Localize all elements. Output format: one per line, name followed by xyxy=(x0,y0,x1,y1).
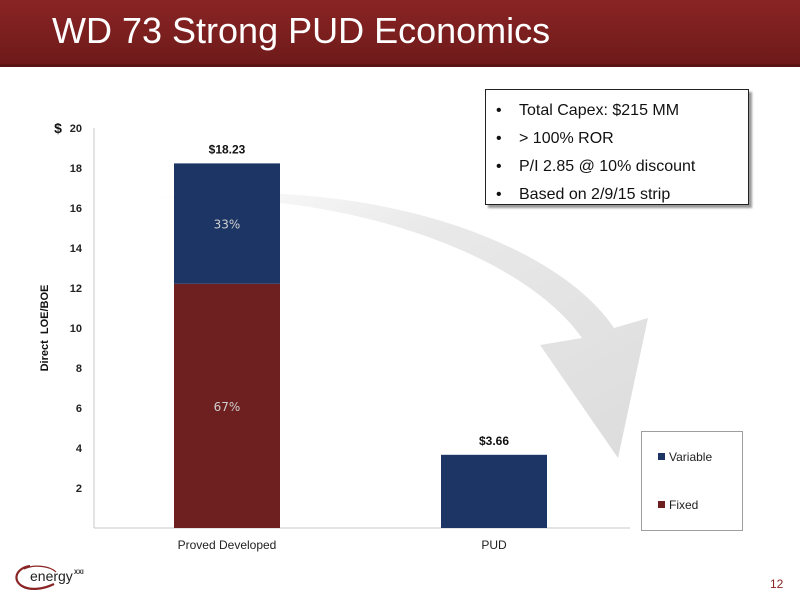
logo-text: energy xyxy=(30,568,73,584)
slide-title: WD 73 Strong PUD Economics xyxy=(52,10,551,51)
bar-segment-fixed xyxy=(174,283,280,528)
energy-xxi-logo: energy XXI xyxy=(15,564,84,590)
y-tick-label: 2 xyxy=(76,483,82,495)
legend-swatch-fixed xyxy=(658,501,665,509)
bar-total-label: $3.66 xyxy=(479,434,509,448)
y-tick-label: 10 xyxy=(70,323,82,335)
bar-total-label: $18.23 xyxy=(209,142,246,156)
bar-segment-variable xyxy=(441,454,547,528)
y-axis-label: Direct LOE/BOE xyxy=(39,285,51,372)
legend-item-variable: Variable xyxy=(658,450,712,464)
bar-percent-label: 33% xyxy=(214,218,241,232)
y-tick-label: 20 xyxy=(70,123,82,135)
page-number: 12 xyxy=(770,577,784,591)
y-tick-label: 16 xyxy=(70,203,82,215)
y-tick-label: 18 xyxy=(70,163,82,175)
y-tick-label: 6 xyxy=(76,403,82,415)
y-tick-label: 8 xyxy=(76,363,82,375)
x-category-label: PUD xyxy=(481,538,507,552)
chart-legend: Variable Fixed xyxy=(641,431,743,531)
logo-superscript: XXI xyxy=(74,570,84,576)
x-category-label: Proved Developed xyxy=(178,538,277,552)
callout-bullet-pi: P/I 2.85 @ 10% discount xyxy=(486,153,748,181)
legend-label-variable: Variable xyxy=(669,450,713,464)
y-tick-label: 4 xyxy=(76,443,83,455)
title-bar: WD 73 Strong PUD Economics xyxy=(0,0,800,67)
legend-item-fixed: Fixed xyxy=(658,498,698,512)
legend-swatch-variable xyxy=(658,453,665,461)
y-tick-label: 14 xyxy=(70,243,83,255)
callout-bullet-capex: Total Capex: $215 MM xyxy=(486,97,748,125)
callout-bullet-ror: > 100% ROR xyxy=(486,125,748,153)
bar-percent-label: 67% xyxy=(214,400,241,414)
bar-segment-variable xyxy=(174,163,280,284)
callout-bullet-strip: Based on 2/9/15 strip xyxy=(486,181,748,209)
y-tick-label: 12 xyxy=(70,283,82,295)
legend-label-fixed: Fixed xyxy=(669,498,699,512)
y-axis-unit: $ xyxy=(54,120,62,136)
key-metrics-callout: Total Capex: $215 MM > 100% ROR P/I 2.85… xyxy=(485,89,749,209)
